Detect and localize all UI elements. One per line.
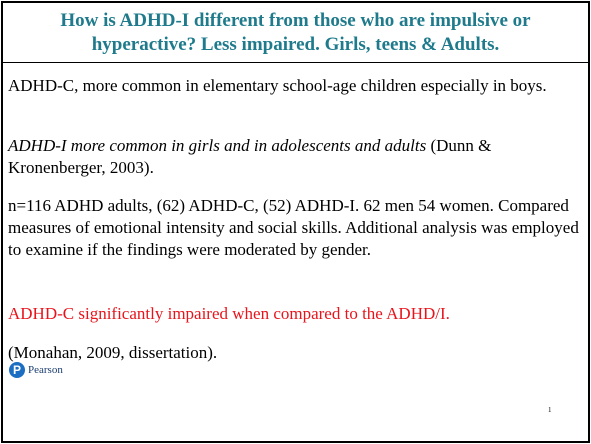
paragraph: ADHD-C significantly impaired when compa… bbox=[8, 304, 450, 323]
title-line: How is ADHD-I different from those who a… bbox=[60, 10, 531, 31]
page-number: 1 bbox=[548, 406, 552, 414]
slide-title: How is ADHD-I different from those who a… bbox=[3, 3, 588, 63]
paragraph: n=116 ADHD adults, (62) ADHD-C, (52) ADH… bbox=[8, 196, 579, 259]
paragraph: (Monahan, 2009, dissertation). bbox=[8, 343, 218, 362]
logo-icon: P bbox=[9, 362, 25, 378]
title-line: hyperactive? Less impaired. Girls, teens… bbox=[91, 34, 500, 55]
logo-text: Pearson bbox=[28, 364, 63, 376]
italic-text: ADHD-I more common in girls and in adole… bbox=[8, 136, 427, 155]
text: (Dunn & Kronenberger, 2003). bbox=[8, 136, 492, 177]
paragraph: ADHD-I more common in girls and in adole… bbox=[8, 135, 586, 179]
paragraph: ADHD-C, more common in elementary school… bbox=[8, 76, 547, 95]
logo: P Pearson bbox=[9, 361, 63, 379]
